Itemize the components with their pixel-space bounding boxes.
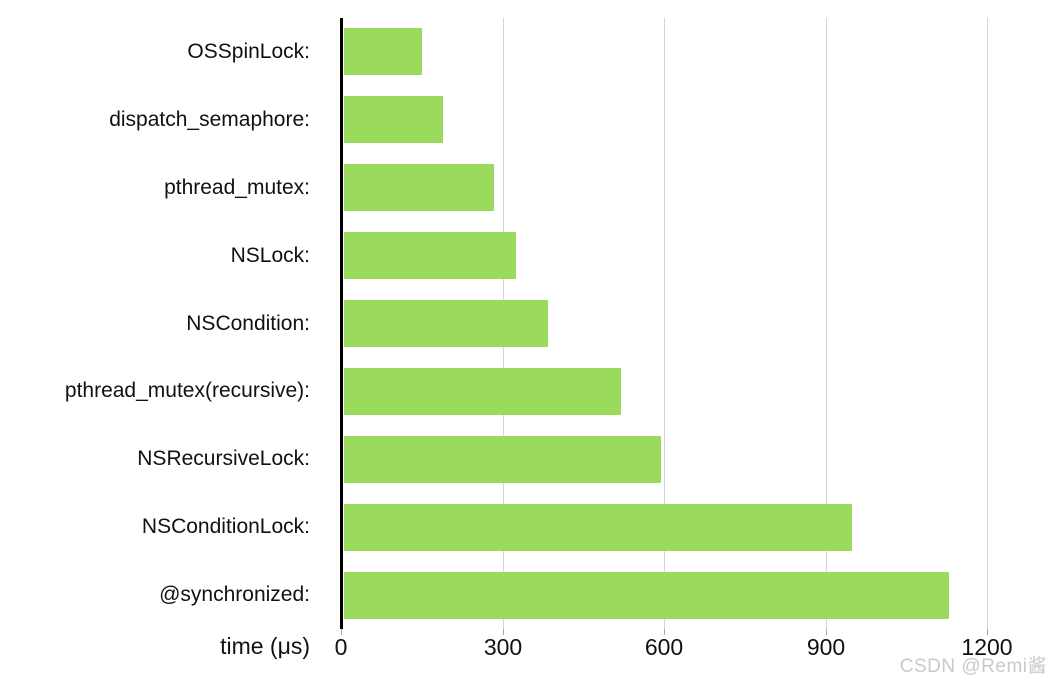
bar-track: [341, 571, 1060, 619]
category-label: NSLock:: [230, 243, 310, 267]
watermark: CSDN @Remi酱: [899, 656, 1047, 677]
bar: [344, 96, 443, 144]
bar-track: [341, 164, 1060, 212]
x-tick-label: 300: [483, 634, 523, 660]
bar-track: [341, 367, 1060, 415]
x-tick-label: 0: [334, 634, 348, 660]
bar: [344, 435, 661, 483]
tick-mark-0: [341, 629, 342, 635]
table-row: OSSpinLock:: [0, 18, 1060, 86]
bar: [344, 300, 548, 347]
x-tick-label: 1200: [961, 634, 1013, 660]
tick-mark-900: [826, 629, 827, 635]
bar-track: [341, 96, 1060, 144]
tick-mark-300: [503, 629, 504, 635]
table-row: NSCondition:: [0, 290, 1060, 358]
x-axis-title: time (μs): [220, 633, 310, 659]
bar-track: [341, 503, 1060, 551]
bar-track: [341, 28, 1060, 76]
tick-mark-1200: [987, 629, 988, 635]
bar: [344, 503, 852, 551]
bar-track: [341, 232, 1060, 280]
bar-rows: OSSpinLock: dispatch_semaphore: pthread_mu…: [0, 18, 1060, 629]
gridline-1200: [987, 18, 988, 629]
table-row: NSLock:: [0, 222, 1060, 290]
category-label: @synchronized:: [159, 583, 310, 607]
table-row: NSConditionLock:: [0, 493, 1060, 561]
bar: [344, 232, 516, 280]
table-row: @synchronized:: [0, 561, 1060, 629]
table-row: pthread_mutex:: [0, 154, 1060, 222]
category-label: NSConditionLock:: [141, 515, 310, 539]
x-axis-tick-labels: 0 300 600 900 1200: [335, 634, 1013, 664]
bar-track: [341, 435, 1060, 483]
category-label: OSSpinLock:: [187, 39, 310, 63]
bar: [344, 28, 422, 76]
y-axis-line: [340, 18, 343, 629]
gridline-900: [826, 18, 827, 629]
table-row: dispatch_semaphore:: [0, 86, 1060, 154]
category-label: pthread_mutex:: [164, 175, 310, 199]
bar-track: [341, 300, 1060, 347]
bar: [344, 367, 621, 415]
bar: [344, 571, 949, 619]
table-row: pthread_mutex(recursive):: [0, 357, 1060, 425]
table-row: NSRecursiveLock:: [0, 425, 1060, 493]
x-tick-label: 600: [644, 634, 684, 660]
category-label: pthread_mutex(recursive):: [64, 379, 310, 403]
tick-mark-600: [664, 629, 665, 635]
category-label: NSCondition:: [186, 311, 310, 335]
gridline-600: [664, 18, 665, 629]
category-label: NSRecursiveLock:: [137, 447, 310, 471]
x-tick-label: 900: [806, 634, 846, 660]
bar: [344, 164, 494, 212]
category-label: dispatch_semaphore:: [109, 107, 310, 131]
